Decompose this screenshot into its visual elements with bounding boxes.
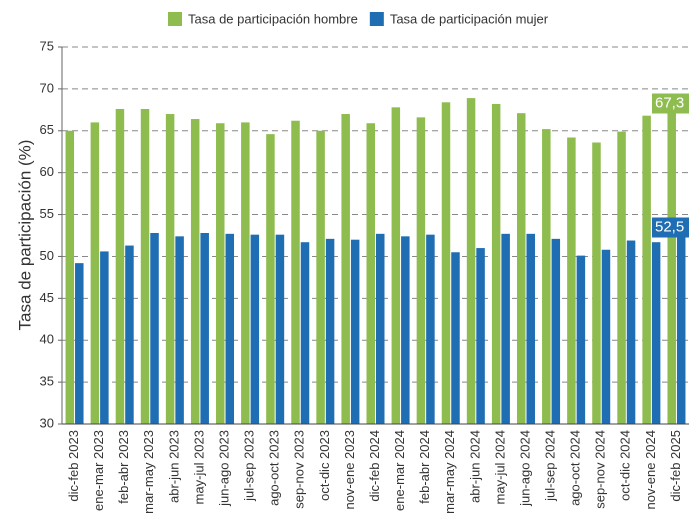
bar bbox=[501, 233, 510, 424]
bar bbox=[642, 115, 651, 424]
bar bbox=[75, 263, 84, 424]
y-tick-label: 35 bbox=[40, 374, 54, 389]
x-tick-label: sep-nov 2023 bbox=[292, 430, 307, 509]
bar bbox=[300, 242, 310, 424]
bar bbox=[291, 120, 300, 425]
bar bbox=[325, 238, 335, 424]
bar bbox=[200, 232, 209, 424]
bar bbox=[491, 103, 501, 425]
bar bbox=[115, 108, 125, 425]
bar bbox=[391, 107, 401, 424]
x-tick-label: abr-jun 2023 bbox=[166, 430, 181, 503]
x-tick-label: feb-abr 2024 bbox=[417, 430, 432, 504]
bar bbox=[90, 122, 100, 425]
x-tick-label: jun-ago 2024 bbox=[517, 430, 532, 507]
legend-swatch bbox=[168, 12, 182, 26]
x-tick-label: may-jul 2024 bbox=[492, 430, 507, 504]
y-tick-label: 30 bbox=[40, 415, 54, 430]
bar bbox=[125, 245, 134, 424]
x-tick-label: nov-ene 2023 bbox=[342, 430, 357, 510]
x-tick-label: mar-may 2024 bbox=[442, 430, 457, 514]
x-tick-label: sep-nov 2024 bbox=[593, 430, 608, 509]
bar bbox=[516, 113, 526, 424]
bar bbox=[551, 238, 561, 424]
bar bbox=[241, 122, 250, 425]
x-tick-label: ago-oct 2023 bbox=[267, 430, 282, 506]
bar bbox=[165, 114, 175, 425]
bar bbox=[216, 123, 225, 424]
x-tick-label: ene-mar 2024 bbox=[392, 430, 407, 511]
y-tick-label: 50 bbox=[40, 248, 54, 263]
bar bbox=[526, 233, 535, 424]
y-tick-label: 45 bbox=[40, 290, 54, 305]
bar bbox=[341, 114, 350, 425]
bar bbox=[376, 233, 385, 424]
x-tick-label: ago-oct 2024 bbox=[568, 430, 583, 506]
bar bbox=[651, 242, 661, 424]
y-tick-label: 75 bbox=[40, 38, 54, 53]
bar bbox=[175, 236, 184, 424]
y-tick-label: 70 bbox=[40, 80, 54, 95]
bar bbox=[100, 251, 109, 424]
bar bbox=[542, 129, 551, 424]
bar bbox=[416, 117, 426, 424]
x-tick-label: abr-jun 2024 bbox=[467, 430, 482, 503]
bar bbox=[316, 130, 325, 424]
y-tick-label: 55 bbox=[40, 206, 54, 221]
bar bbox=[190, 119, 200, 424]
bar bbox=[366, 123, 375, 424]
x-tick-label: jun-ago 2023 bbox=[216, 430, 231, 507]
bar bbox=[667, 111, 676, 425]
bar bbox=[617, 131, 626, 425]
x-tick-label: dic-feb 2025 bbox=[668, 430, 683, 502]
bar bbox=[441, 102, 451, 424]
bar bbox=[140, 108, 150, 425]
bar bbox=[150, 232, 159, 424]
bar bbox=[250, 234, 260, 424]
bar bbox=[426, 234, 435, 424]
bar bbox=[401, 236, 410, 424]
bar bbox=[476, 248, 485, 424]
legend-label: Tasa de participación hombre bbox=[188, 11, 358, 26]
bar bbox=[601, 249, 611, 424]
legend-swatch bbox=[369, 12, 384, 26]
value-label-box bbox=[652, 93, 689, 114]
bar bbox=[576, 255, 586, 424]
x-tick-label: jul-sep 2023 bbox=[242, 430, 257, 502]
x-tick-label: may-jul 2023 bbox=[191, 430, 206, 504]
x-tick-label: feb-abr 2023 bbox=[116, 430, 131, 504]
x-tick-label: mar-may 2023 bbox=[141, 430, 156, 514]
value-label: 52,5 bbox=[655, 218, 684, 235]
y-tick-label: 60 bbox=[40, 164, 54, 179]
y-tick-label: 65 bbox=[40, 122, 54, 137]
x-tick-label: oct-dic 2023 bbox=[317, 430, 332, 501]
value-label-box bbox=[652, 217, 689, 238]
bar bbox=[65, 130, 75, 424]
bar bbox=[266, 134, 275, 424]
bar bbox=[225, 233, 235, 424]
y-tick-label: 40 bbox=[40, 332, 54, 347]
bar bbox=[676, 235, 686, 424]
bar bbox=[275, 234, 285, 424]
y-axis-title: Tasa de participación (%) bbox=[15, 140, 34, 331]
bar bbox=[626, 240, 636, 424]
bar bbox=[466, 98, 476, 425]
x-tick-label: jul-sep 2024 bbox=[542, 430, 557, 502]
x-tick-label: oct-dic 2024 bbox=[618, 430, 633, 501]
bar bbox=[592, 142, 601, 425]
x-tick-label: nov-ene 2024 bbox=[643, 430, 658, 510]
bar bbox=[451, 252, 460, 424]
bar bbox=[567, 137, 576, 425]
x-tick-label: dic-feb 2023 bbox=[66, 430, 81, 502]
value-label: 67,3 bbox=[655, 94, 684, 111]
bar bbox=[350, 239, 360, 424]
x-tick-label: dic-feb 2024 bbox=[367, 430, 382, 502]
x-tick-label: ene-mar 2023 bbox=[91, 430, 106, 511]
legend-label: Tasa de participación mujer bbox=[390, 11, 549, 26]
